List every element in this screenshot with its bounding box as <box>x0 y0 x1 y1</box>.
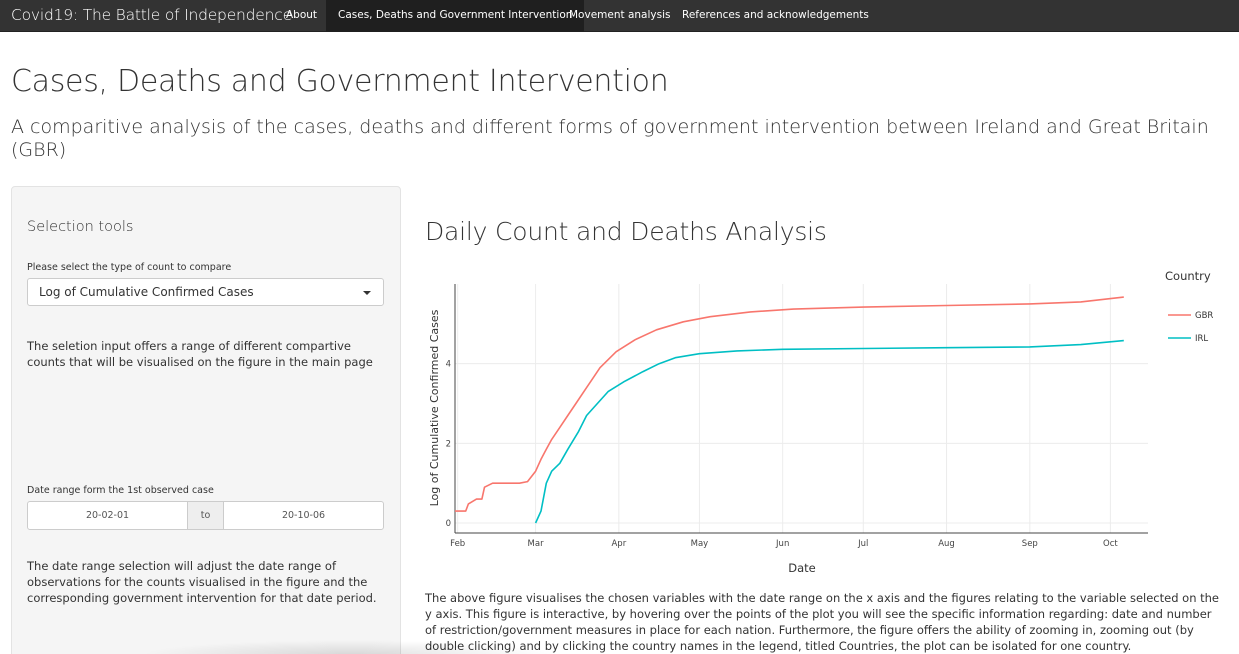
nav-about[interactable]: About <box>286 9 318 21</box>
series-line-irl[interactable] <box>534 339 1124 524</box>
page-title: Cases, Deaths and Government Interventio… <box>11 64 669 99</box>
page-subtitle: A comparitive analysis of the cases, dea… <box>11 116 1209 161</box>
date-range-label: Date range form the 1st observed case <box>27 485 214 496</box>
nav-movement-analysis[interactable]: Movement analysis <box>569 9 671 21</box>
legend-label-irl[interactable]: IRL <box>1195 334 1208 344</box>
chart-legend: Country GBR IRL <box>1165 269 1213 344</box>
x-tick-label: Jun <box>775 539 789 549</box>
nav-references[interactable]: References and acknowledgements <box>682 9 869 21</box>
date-help-text: The date range selection will adjust the… <box>27 559 377 605</box>
x-tick-label: Apr <box>611 539 626 549</box>
x-tick-label: Mar <box>528 539 545 549</box>
count-select-value: Log of Cumulative Confirmed Cases <box>39 285 254 299</box>
chart-axes <box>454 284 1148 534</box>
y-axis-label: Log of Cumulative Confirmed Cases <box>428 309 441 506</box>
nav-cases-deaths[interactable]: Cases, Deaths and Government Interventio… <box>326 0 585 32</box>
x-tick-label: Jul <box>857 539 868 549</box>
date-range-input: 20-02-01 to 20-10-06 <box>27 501 384 530</box>
chart-grid <box>455 284 1148 533</box>
navbar: Covid19: The Battle of Independence Abou… <box>0 0 1239 32</box>
y-tick-label: 4 <box>446 360 451 370</box>
y-tick-label: 2 <box>446 439 451 449</box>
chart-ticks: Feb Mar Apr May Jun Jul Aug Sep Oct 0 2 4 <box>446 360 1119 549</box>
count-type-select[interactable]: Log of Cumulative Confirmed Cases <box>27 278 384 306</box>
x-axis-label: Date <box>788 561 816 575</box>
selection-sidebar: Selection tools Please select the type o… <box>11 186 401 654</box>
x-tick-label: May <box>691 539 709 549</box>
x-tick-label: Aug <box>938 539 955 549</box>
sidebar-title: Selection tools <box>27 219 134 235</box>
count-select-label: Please select the type of count to compa… <box>27 262 232 273</box>
plot-title: Daily Count and Deaths Analysis <box>425 217 827 246</box>
x-tick-label: Sep <box>1022 539 1038 549</box>
date-range-separator: to <box>187 502 224 529</box>
caret-down-icon <box>363 291 371 295</box>
legend-title: Country <box>1165 269 1211 283</box>
count-help-text: The seletion input offers a range of dif… <box>27 339 373 369</box>
figure-description: The above figure visualises the chosen v… <box>425 591 1220 653</box>
legend-label-gbr[interactable]: GBR <box>1195 311 1213 321</box>
shadow-decoration <box>140 640 560 654</box>
y-tick-label: 0 <box>446 519 451 529</box>
chart-series <box>455 296 1124 524</box>
x-tick-label: Feb <box>450 539 465 549</box>
date-end-input[interactable]: 20-10-06 <box>281 510 326 521</box>
date-start-input[interactable]: 20-02-01 <box>85 510 130 521</box>
series-line-gbr[interactable] <box>455 296 1124 512</box>
app-brand[interactable]: Covid19: The Battle of Independence <box>11 6 292 24</box>
x-tick-label: Oct <box>1103 539 1118 549</box>
